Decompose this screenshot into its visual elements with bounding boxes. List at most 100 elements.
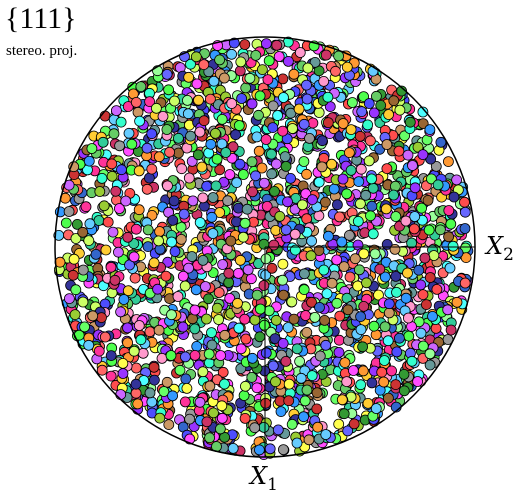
pole-point [148, 257, 160, 269]
pole-point [96, 364, 108, 376]
pole-point [105, 370, 117, 382]
pole-point [156, 352, 168, 364]
pole-point [189, 304, 201, 316]
pole-point [207, 192, 219, 203]
pole-point [122, 337, 133, 349]
pole-point [185, 58, 196, 70]
pole-points [53, 36, 474, 461]
pole-point [435, 136, 447, 148]
pole-point [250, 50, 262, 61]
pole-point [277, 337, 289, 349]
pole-point [424, 348, 436, 360]
pole-point [293, 103, 305, 115]
pole-point [373, 289, 384, 301]
pole-point [403, 330, 415, 342]
pole-point [328, 183, 340, 195]
pole-point [179, 351, 191, 363]
pole-point [142, 241, 154, 253]
pole-point [270, 376, 281, 388]
pole-point [380, 203, 392, 215]
pole-point [251, 131, 263, 143]
pole-point [167, 390, 179, 402]
pole-point [77, 226, 89, 238]
pole-point [346, 97, 358, 108]
pole-point [193, 94, 204, 106]
pole-point [264, 443, 276, 455]
pole-point [406, 237, 418, 249]
pole-point [142, 224, 154, 236]
pole-point [203, 348, 215, 360]
pole-point [214, 423, 226, 435]
pole-point [316, 135, 328, 147]
pole-point [277, 258, 289, 270]
pole-point [154, 226, 166, 237]
pole-point [84, 218, 96, 230]
pole-point [309, 57, 321, 68]
pole-point [312, 421, 324, 433]
pole-point [233, 322, 245, 334]
pole-point [260, 38, 272, 49]
pole-point [356, 106, 368, 117]
pole-point [137, 347, 149, 359]
pole-point [277, 73, 289, 85]
pole-point [164, 146, 176, 158]
pole-point [227, 442, 239, 454]
pole-point [260, 397, 272, 409]
pole-point [114, 140, 125, 152]
pole-point [239, 39, 251, 50]
pole-point [133, 165, 145, 177]
pole-point [130, 223, 142, 235]
pole-point [175, 233, 187, 245]
pole-point [388, 189, 400, 201]
pole-point [319, 314, 331, 326]
pole-point [106, 170, 118, 182]
pole-point [249, 314, 261, 326]
pole-point [177, 270, 189, 282]
pole-point [278, 289, 289, 301]
pole-point [114, 203, 125, 214]
pole-point [70, 233, 82, 244]
pole-point [154, 412, 166, 424]
pole-point [222, 195, 234, 207]
pole-point [354, 198, 366, 210]
pole-point [333, 50, 345, 62]
pole-point [338, 261, 350, 273]
pole-point [124, 259, 135, 271]
pole-point [93, 345, 105, 357]
pole-point [355, 311, 367, 323]
pole-point [216, 114, 228, 125]
pole-point [191, 340, 203, 352]
pole-point [208, 75, 220, 87]
pole-point [123, 127, 135, 139]
pole-point [382, 392, 394, 404]
pole-point [181, 95, 193, 106]
pole-point [219, 431, 231, 443]
pole-point [379, 271, 391, 283]
pole-point [347, 365, 359, 376]
pole-point [442, 304, 454, 316]
pole-point [424, 359, 436, 371]
pole-point [393, 332, 405, 344]
pole-point [306, 194, 318, 206]
pole-point [390, 379, 402, 391]
pole-point [412, 376, 424, 387]
pole-point [174, 364, 186, 376]
pole-point [301, 93, 313, 105]
pole-point [417, 149, 429, 161]
pole-point [64, 293, 75, 305]
pole-point [236, 93, 248, 104]
pole-point [288, 68, 300, 80]
pole-point [135, 81, 147, 92]
pole-point [190, 51, 202, 63]
pole-point [216, 400, 228, 412]
pole-point [260, 269, 272, 281]
pole-point [191, 78, 203, 90]
pole-point [100, 244, 112, 256]
pole-point [283, 395, 295, 407]
pole-point [146, 209, 158, 221]
pole-point [378, 376, 390, 388]
pole-point [282, 196, 293, 208]
pole-point [303, 434, 315, 446]
pole-point [223, 277, 235, 288]
